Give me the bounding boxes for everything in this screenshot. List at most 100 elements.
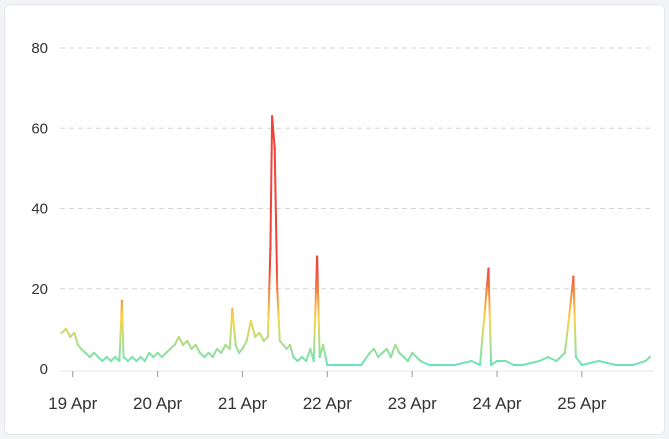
data-point [278,339,281,343]
data-point [597,359,600,363]
data-point [186,339,189,343]
data-point [394,343,397,347]
data-point [489,363,493,367]
x-tick-label: 24 Apr [472,394,521,413]
data-point [269,247,272,250]
data-point [211,355,214,359]
data-point [254,335,257,339]
data-point [495,359,499,363]
data-point [377,355,380,359]
chart-card [4,4,665,435]
data-point [406,359,410,363]
data-point [101,359,104,363]
data-point [84,351,87,355]
data-point [143,359,147,363]
y-tick-label: 0 [40,361,48,378]
data-point [249,319,253,323]
data-point [546,355,550,359]
data-point [567,315,571,318]
data-point [288,343,292,347]
data-point [343,363,346,367]
data-point [207,351,210,355]
data-point [419,359,422,363]
data-point [88,355,91,359]
data-point [97,355,100,359]
data-point [487,267,490,270]
data-point [215,347,219,351]
data-point [169,347,172,351]
data-point [224,343,227,347]
data-point [60,331,63,335]
data-point [114,355,117,359]
data-point [190,347,193,351]
data-point [245,339,248,343]
data-point [76,343,80,347]
data-point [478,363,482,367]
data-point [203,355,206,359]
x-tick-label: 25 Apr [557,394,606,413]
data-point [105,355,108,359]
data-point [69,335,72,339]
y-tick-label: 60 [31,120,48,137]
data-point [296,359,299,363]
data-point [64,327,68,331]
data-point [368,351,371,355]
data-point [436,363,439,367]
data-point [372,347,376,351]
data-point [398,351,401,355]
data-point [237,351,241,355]
data-point [139,355,142,359]
x-tick-label: 22 Apr [303,394,352,413]
data-point [614,363,617,367]
data-point [160,355,163,359]
data-point [122,355,125,359]
data-point [572,275,575,278]
data-point [273,147,276,150]
data-point [80,347,83,351]
data-point [318,355,321,359]
data-point [292,355,295,359]
data-point [538,359,541,363]
data-point [266,335,270,339]
data-point [521,363,524,367]
data-point [135,359,138,363]
data-point [385,347,388,351]
data-point [504,359,507,363]
data-point [304,359,308,363]
y-tick-label: 80 [31,40,48,57]
data-point [427,363,431,367]
data-point [321,343,325,347]
data-point [411,351,414,355]
data-point [574,355,578,359]
data-point [120,299,124,302]
data-point [360,363,363,367]
data-point [555,359,558,363]
data-point [470,359,473,363]
x-tick-label: 23 Apr [388,394,437,413]
data-point [156,351,159,355]
data-point [644,359,647,363]
x-tick-label: 20 Apr [133,394,182,413]
data-point [126,359,130,363]
data-point [402,355,405,359]
series-line-0 [61,115,651,366]
data-point [258,331,261,335]
data-point [109,359,113,363]
data-point [282,343,285,347]
data-point [300,355,303,359]
data-point [381,351,384,355]
data-point [118,359,121,363]
data-point [164,351,168,355]
data-point [92,351,96,355]
data-point [326,363,329,367]
data-point [194,343,197,347]
data-point [563,351,567,355]
data-point [177,335,180,339]
data-point [198,351,202,355]
data-point [147,351,151,355]
x-tick-label: 21 Apr [218,394,267,413]
data-point [231,307,234,310]
data-point [312,359,315,363]
y-tick-label: 40 [31,201,48,218]
